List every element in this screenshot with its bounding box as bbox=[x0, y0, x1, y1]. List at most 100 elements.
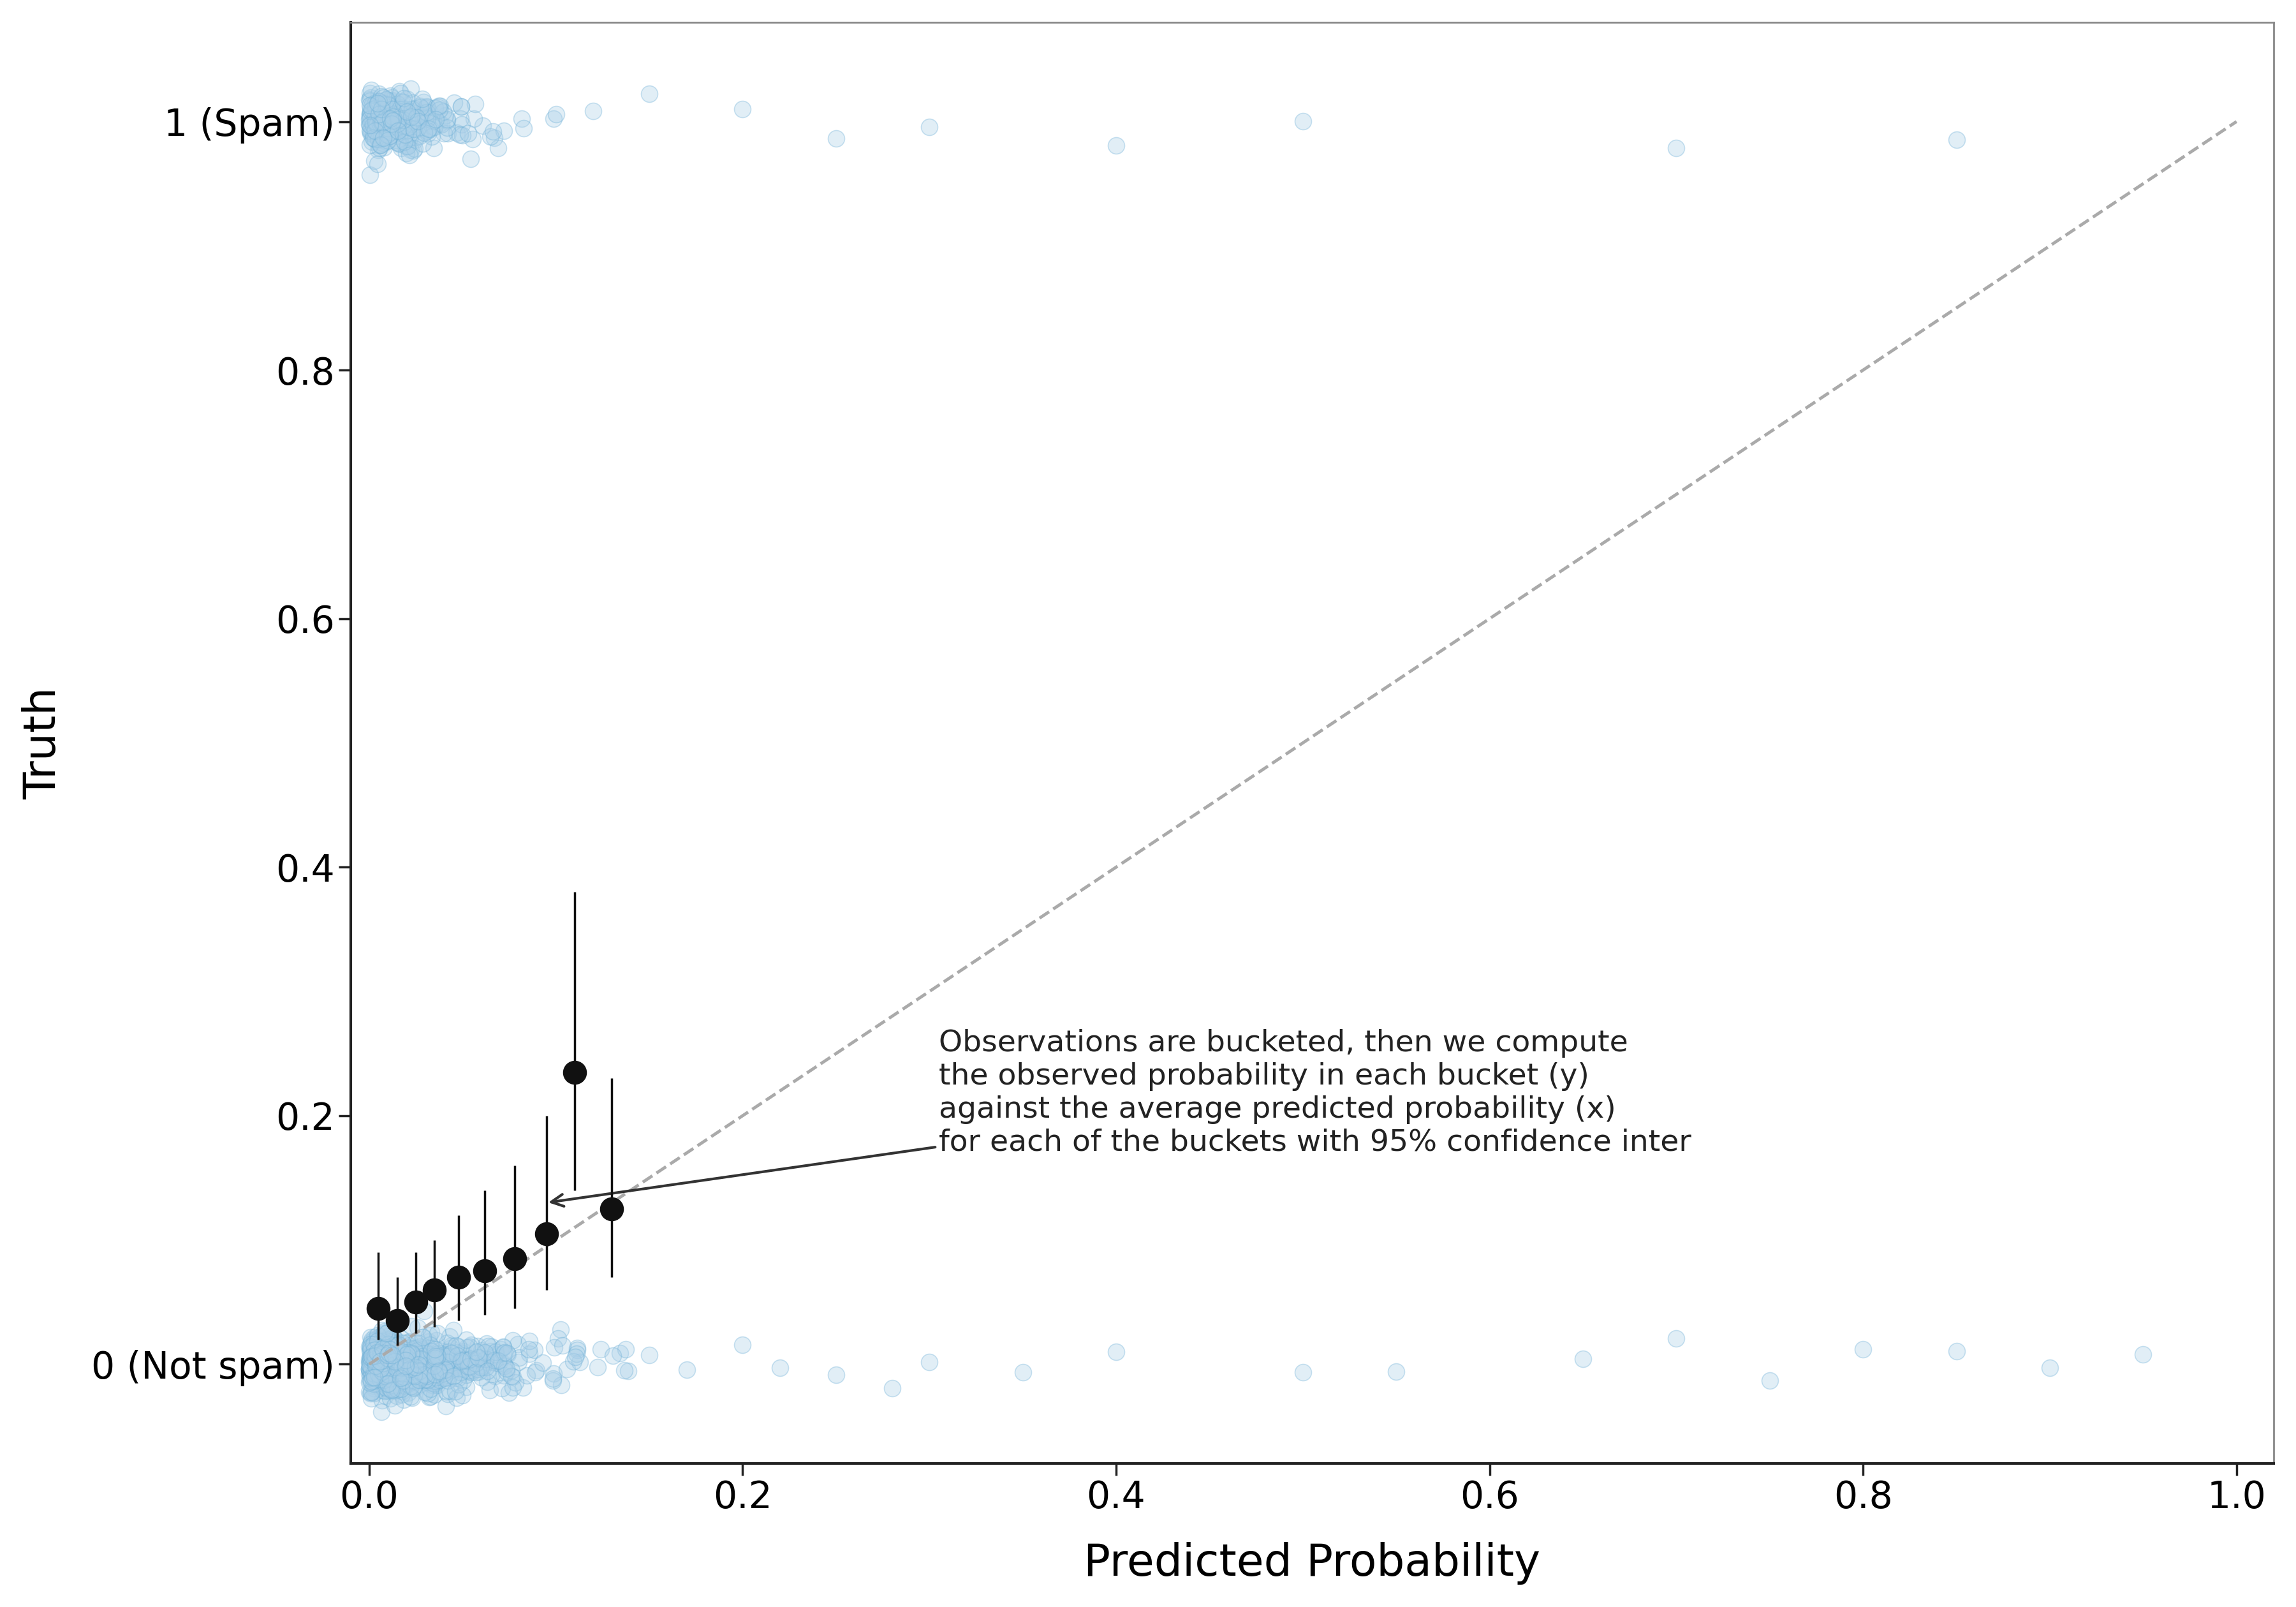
Point bbox=[356, 1380, 393, 1406]
Point bbox=[358, 101, 395, 127]
Point bbox=[402, 93, 439, 119]
Point bbox=[358, 1351, 395, 1377]
Point bbox=[397, 1368, 434, 1393]
Point bbox=[388, 1353, 425, 1379]
Point bbox=[464, 1355, 501, 1380]
Point bbox=[356, 1348, 393, 1374]
Point bbox=[388, 87, 425, 112]
Point bbox=[363, 106, 400, 132]
Point bbox=[365, 1353, 402, 1379]
Point bbox=[402, 1335, 439, 1361]
Point bbox=[390, 1363, 427, 1388]
Point bbox=[390, 114, 427, 140]
Point bbox=[471, 1339, 507, 1364]
Point bbox=[370, 1342, 406, 1368]
Point bbox=[363, 124, 400, 149]
Point bbox=[1097, 133, 1134, 159]
Point bbox=[393, 1355, 429, 1380]
Point bbox=[402, 1351, 439, 1377]
Point bbox=[400, 1351, 436, 1377]
Point bbox=[372, 1329, 409, 1355]
Point bbox=[558, 1335, 595, 1361]
Point bbox=[397, 1376, 434, 1401]
Point bbox=[393, 124, 429, 149]
Point bbox=[457, 1360, 494, 1385]
Point bbox=[386, 1364, 422, 1390]
Point bbox=[351, 1358, 388, 1384]
Point bbox=[358, 1347, 395, 1372]
Point bbox=[351, 1356, 388, 1382]
Point bbox=[372, 1369, 409, 1395]
Point bbox=[356, 112, 393, 138]
Point bbox=[367, 1363, 404, 1388]
Point bbox=[358, 1345, 395, 1371]
Point bbox=[351, 103, 388, 129]
Point bbox=[402, 1358, 439, 1384]
Point bbox=[429, 1382, 466, 1408]
Point bbox=[379, 1347, 416, 1372]
Point bbox=[427, 1356, 464, 1382]
Point bbox=[558, 1343, 595, 1369]
Point bbox=[411, 1335, 448, 1361]
Point bbox=[411, 1384, 448, 1409]
Point bbox=[400, 1345, 436, 1371]
Point bbox=[452, 1360, 489, 1385]
Point bbox=[367, 1360, 404, 1385]
Point bbox=[498, 1332, 535, 1358]
Point bbox=[395, 1343, 432, 1369]
Point bbox=[351, 1345, 388, 1371]
Point bbox=[393, 1384, 429, 1409]
Point bbox=[358, 1363, 395, 1388]
Point bbox=[354, 121, 390, 146]
Point bbox=[363, 1350, 400, 1376]
Point bbox=[386, 112, 422, 138]
Point bbox=[390, 1348, 427, 1374]
Point bbox=[365, 1377, 402, 1403]
Point bbox=[386, 1340, 422, 1366]
Point bbox=[459, 1358, 496, 1384]
Point bbox=[402, 1358, 439, 1384]
Point bbox=[363, 1398, 400, 1424]
Point bbox=[537, 1334, 574, 1360]
Point bbox=[377, 1364, 413, 1390]
Point bbox=[395, 137, 432, 162]
Point bbox=[388, 124, 425, 149]
Point bbox=[374, 1343, 411, 1369]
Point bbox=[425, 1360, 461, 1385]
Point bbox=[370, 1363, 406, 1388]
Point bbox=[354, 1347, 390, 1372]
Point bbox=[406, 1379, 443, 1405]
Point bbox=[365, 1335, 402, 1361]
Point bbox=[386, 1347, 422, 1372]
Point bbox=[358, 151, 395, 177]
Point bbox=[416, 1337, 452, 1363]
Point bbox=[367, 1350, 404, 1376]
Point bbox=[367, 87, 404, 112]
Point bbox=[484, 1334, 521, 1360]
Point bbox=[360, 132, 397, 157]
Point bbox=[393, 1348, 429, 1374]
Point bbox=[402, 1342, 439, 1368]
Point bbox=[406, 1351, 443, 1377]
Point bbox=[445, 1347, 482, 1372]
Point bbox=[356, 1351, 393, 1377]
Point bbox=[406, 1361, 443, 1387]
Point bbox=[443, 93, 480, 119]
Point bbox=[377, 1351, 413, 1377]
Point bbox=[372, 124, 409, 149]
Point bbox=[356, 1327, 393, 1353]
Point bbox=[374, 1351, 411, 1377]
Point bbox=[400, 1347, 436, 1372]
Point bbox=[404, 100, 441, 125]
Point bbox=[409, 1347, 445, 1372]
Point bbox=[448, 1348, 484, 1374]
Point bbox=[416, 114, 452, 140]
Point bbox=[434, 1332, 471, 1358]
Point bbox=[356, 1347, 393, 1372]
Point bbox=[370, 103, 406, 129]
Point bbox=[360, 1369, 397, 1395]
Point bbox=[372, 1329, 409, 1355]
Point bbox=[370, 93, 406, 119]
Point bbox=[363, 1355, 400, 1380]
Point bbox=[379, 124, 416, 149]
